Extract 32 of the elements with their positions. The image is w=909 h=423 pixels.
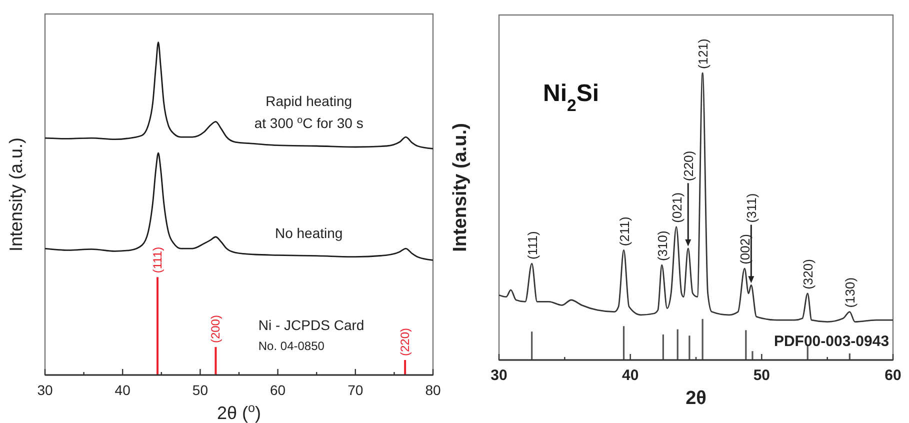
x-axis-title: 2θ [686, 388, 706, 409]
annotation: (311) [744, 193, 759, 223]
x-tick-label: 50 [192, 382, 208, 398]
x-axis-title: 2θ ($^{o}$) [216, 401, 262, 423]
x-tick-label: 30 [490, 367, 508, 384]
series-label: PDF00-003-0943 [774, 333, 890, 350]
annotation: (220) [398, 328, 412, 356]
annotation: (211) [616, 216, 632, 246]
annotation: (111) [150, 246, 165, 274]
annotation: (310) [654, 230, 670, 261]
annotation: (111) [524, 231, 540, 260]
y-axis-title: Intensity (a.u.) [450, 123, 471, 252]
x-tick-label: 70 [348, 382, 364, 398]
x-tick-label: 40 [622, 367, 639, 384]
x-tick-label: 60 [270, 382, 286, 398]
annotation: (220) [680, 150, 696, 182]
x-tick-label: 30 [37, 382, 53, 398]
x-tick-label: 80 [425, 382, 441, 398]
annotation: (130) [842, 277, 858, 308]
x-tick-label: 50 [753, 367, 770, 384]
text: Ni - JCPDS Card No. 04-0850 [258, 317, 364, 353]
x-tick-label: 60 [884, 367, 902, 384]
annotation: (021) [668, 192, 684, 223]
annotation: (320) [800, 259, 816, 290]
series-label: Rapid heating at 300 $^{o}$C for 30 s [254, 93, 364, 132]
series-label: No heating [274, 224, 343, 241]
text: Ni$_{2}$Si [543, 80, 600, 114]
y-axis-title: Intensity (a.u.) [6, 137, 26, 252]
annotation: (121) [695, 38, 710, 69]
annotation: (002) [737, 234, 752, 264]
x-tick-label: 40 [114, 382, 131, 398]
annotation: (200) [208, 315, 223, 344]
